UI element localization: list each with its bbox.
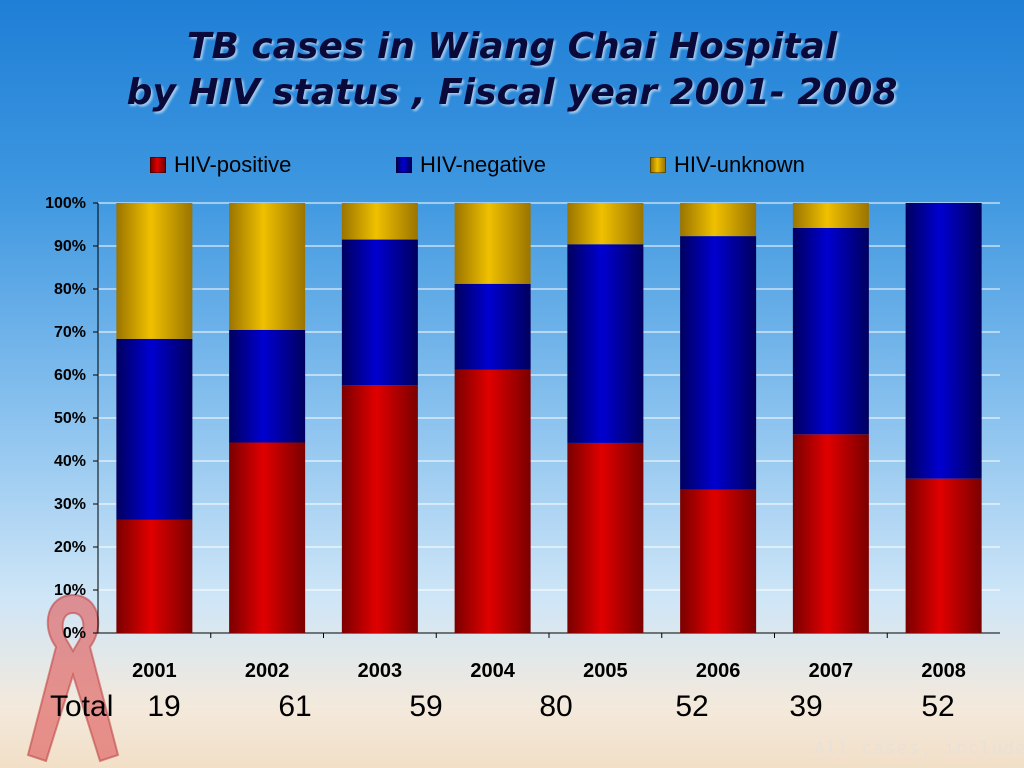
bar-hiv-unknown-2006 — [680, 203, 757, 237]
bar-hiv-negative-2003 — [341, 239, 418, 386]
bar-hiv-positive-2001 — [116, 519, 193, 633]
total-value-2008: 52 — [921, 690, 955, 723]
y-tick-label: 50% — [54, 410, 86, 427]
x-tick-label-2007: 2007 — [809, 660, 854, 682]
y-tick-label: 90% — [54, 238, 86, 255]
bar-hiv-negative-2005 — [567, 244, 644, 443]
x-tick-label-2004: 2004 — [470, 660, 515, 682]
bar-hiv-negative-2007 — [792, 227, 869, 435]
bar-hiv-unknown-2001 — [116, 203, 193, 339]
legend-swatch-hiv-positive — [150, 157, 166, 173]
x-tick-label-2006: 2006 — [696, 660, 741, 682]
bar-hiv-positive-2004 — [454, 369, 531, 633]
bar-hiv-negative-2008 — [905, 203, 982, 479]
total-value-2005: 52 — [675, 690, 709, 723]
y-tick-label: 30% — [54, 496, 86, 513]
title-line-2: by HIV status , Fiscal year 2001- 2008 — [126, 72, 898, 113]
total-value-2004: 80 — [539, 690, 573, 723]
y-tick-label: 80% — [54, 281, 86, 298]
x-tick-label-2008: 2008 — [921, 660, 966, 682]
bar-hiv-positive-2005 — [567, 442, 644, 633]
total-value-2002: 61 — [278, 690, 312, 723]
bar-hiv-negative-2001 — [116, 338, 193, 520]
legend-item-hiv-unknown: HIV-unknown — [650, 152, 805, 178]
legend-item-hiv-negative: HIV-negative — [396, 152, 546, 178]
bar-hiv-positive-2003 — [341, 385, 418, 633]
chart-title: TB cases in Wiang Chai Hospital by HIV s… — [0, 24, 1024, 116]
bar-hiv-positive-2002 — [229, 442, 306, 633]
bar-hiv-unknown-2002 — [229, 203, 306, 330]
legend-swatch-hiv-unknown — [650, 157, 666, 173]
y-tick-label: 60% — [54, 367, 86, 384]
x-tick-label-2005: 2005 — [583, 660, 628, 682]
legend-label-hiv-positive: HIV-positive — [174, 152, 292, 177]
totals-label: Total — [50, 690, 114, 723]
total-value-2003: 59 — [409, 690, 443, 723]
bar-hiv-positive-2007 — [792, 434, 869, 633]
x-tick-label-2003: 2003 — [358, 660, 403, 682]
total-value-2001: 19 — [147, 690, 181, 723]
total-value-2007: 39 — [789, 690, 823, 723]
legend-label-hiv-negative: HIV-negative — [420, 152, 546, 177]
bar-hiv-unknown-2003 — [341, 203, 418, 240]
y-tick-label: 20% — [54, 539, 86, 556]
legend-swatch-hiv-negative — [396, 157, 412, 173]
title-line-1: TB cases in Wiang Chai Hospital — [186, 26, 838, 67]
bar-hiv-positive-2006 — [680, 489, 757, 633]
y-tick-label: 0% — [63, 625, 86, 642]
bar-hiv-negative-2006 — [680, 236, 757, 490]
x-tick-label-2001: 2001 — [132, 660, 177, 682]
bar-hiv-negative-2004 — [454, 283, 531, 370]
bar-hiv-unknown-2005 — [567, 203, 644, 245]
stacked-bar-chart: 0% 10% 20% 30% 40% 50% 60% 70% 80% 90% 100% 2001 200… — [45, 195, 1000, 682]
legend-label-hiv-unknown: HIV-unknown — [674, 152, 805, 177]
y-tick-label: 10% — [54, 582, 86, 599]
y-tick-label: 40% — [54, 453, 86, 470]
footnote: All cases, included T — [814, 738, 1024, 759]
bar-hiv-unknown-2004 — [454, 203, 531, 284]
awareness-ribbon-icon — [26, 593, 120, 763]
y-tick-label: 100% — [45, 195, 86, 212]
bar-hiv-unknown-2007 — [792, 203, 869, 228]
x-tick-label-2002: 2002 — [245, 660, 290, 682]
bar-hiv-negative-2002 — [229, 329, 306, 443]
legend-item-hiv-positive: HIV-positive — [150, 152, 291, 178]
y-tick-label: 70% — [54, 324, 86, 341]
bar-hiv-positive-2008 — [905, 478, 982, 633]
